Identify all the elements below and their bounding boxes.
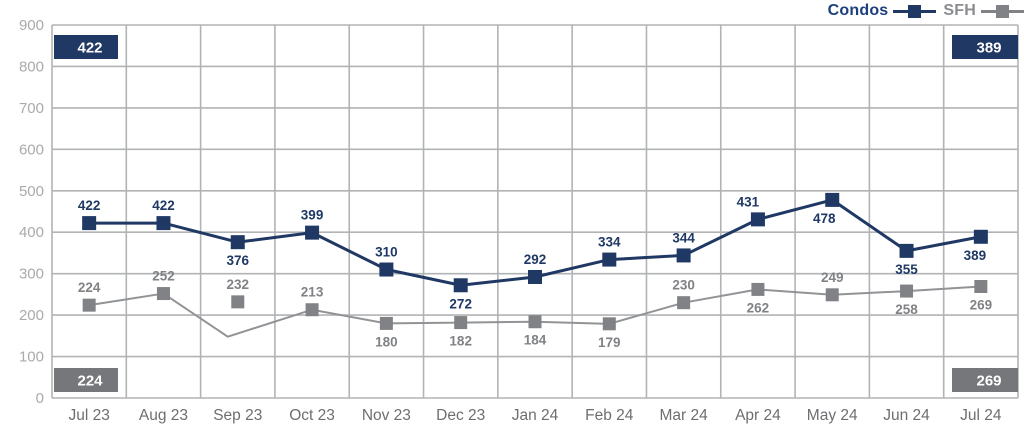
x-axis-tick-label: Oct 23: [289, 407, 335, 424]
data-point-label-sfh: 213: [301, 285, 324, 300]
data-point-marker-sfh: [231, 295, 245, 309]
data-point-label-condos: 292: [524, 252, 547, 267]
x-axis-tick-label: Sep 23: [213, 407, 262, 424]
data-point-marker-sfh: [379, 316, 393, 330]
data-point-label-condos: 431: [737, 194, 760, 209]
data-point-label-sfh: 258: [895, 302, 918, 317]
legend-condos-line-left: [893, 9, 909, 13]
data-point-marker-condos: [82, 216, 97, 231]
badge-top-right-value: 389: [976, 40, 1001, 57]
data-point-label-sfh: 180: [375, 334, 398, 349]
data-point-marker-condos: [973, 229, 988, 244]
data-point-marker-sfh: [82, 298, 96, 312]
legend-condos-square-marker-icon: [908, 4, 922, 18]
x-axis-tick-label: Nov 23: [362, 407, 411, 424]
data-point-label-condos: 272: [449, 296, 472, 311]
data-point-label-sfh: 252: [152, 269, 175, 284]
y-axis-tick-label: 600: [19, 141, 44, 158]
badge-bottom-left: [54, 368, 118, 392]
data-point-label-sfh: 269: [970, 298, 993, 313]
data-point-label-condos: 422: [152, 198, 175, 213]
y-axis-tick-label: 100: [19, 349, 44, 366]
series-line-sfh: [88, 285, 981, 338]
data-point-marker-condos: [379, 262, 394, 277]
y-axis-tick-label: 800: [19, 58, 44, 75]
data-point-label-sfh: 184: [524, 333, 547, 348]
legend-condos-line-right: [921, 9, 937, 13]
x-axis-tick-label: Feb 24: [585, 407, 634, 424]
legend-condos-label: Condos: [827, 2, 889, 19]
x-axis-tick-label: Jun 24: [883, 407, 930, 424]
badge-bottom-right-value: 269: [976, 373, 1001, 390]
badge-bottom-left-value: 224: [77, 373, 103, 390]
badge-top-left: [54, 35, 118, 59]
legend-sfh-line-left: [981, 9, 996, 13]
data-point-marker-sfh: [751, 282, 765, 296]
legend-item-condos[interactable]: Condos: [828, 2, 937, 20]
data-point-label-sfh: 262: [747, 300, 770, 315]
data-point-marker-sfh: [974, 280, 988, 294]
data-point-label-condos: 422: [78, 198, 101, 213]
x-axis-tick-label: Mar 24: [659, 407, 708, 424]
data-point-marker-condos: [899, 243, 914, 258]
data-point-label-condos: 376: [227, 253, 250, 268]
data-point-label-condos: 334: [598, 235, 621, 250]
data-point-marker-condos: [156, 216, 171, 231]
data-point-label-sfh: 182: [449, 334, 472, 349]
data-point-marker-condos: [825, 192, 840, 207]
data-point-label-condos: 389: [964, 248, 987, 263]
data-point-marker-condos: [528, 269, 542, 284]
x-axis-tick-label: Jul 23: [68, 407, 109, 424]
data-point-label-condos: 399: [301, 208, 324, 223]
data-point-marker-sfh: [305, 303, 319, 317]
data-point-marker-condos: [305, 225, 320, 240]
data-point-label-condos: 478: [813, 211, 836, 226]
data-point-label-sfh: 179: [598, 335, 621, 350]
data-point-marker-sfh: [602, 317, 616, 331]
data-point-label-sfh: 230: [672, 278, 695, 293]
legend-sfh-square-marker-icon: [996, 4, 1009, 18]
x-axis-tick-label: May 24: [807, 407, 858, 424]
data-point-marker-sfh: [900, 284, 914, 298]
badge-top-left-value: 422: [77, 40, 102, 57]
data-point-label-condos: 344: [672, 230, 695, 245]
y-axis-tick-label: 200: [19, 307, 44, 324]
data-point-marker-sfh: [677, 296, 691, 310]
x-axis-tick-label: Aug 23: [139, 407, 188, 424]
y-axis-tick-label: 500: [19, 183, 44, 200]
y-axis-tick-label: 300: [19, 266, 44, 283]
chart-legend: Condos SFH: [828, 2, 1024, 20]
x-axis-tick-label: Jul 24: [960, 407, 1002, 424]
data-point-marker-condos: [602, 252, 617, 267]
data-point-label-condos: 355: [895, 262, 918, 277]
data-point-label-sfh: 249: [821, 270, 844, 285]
legend-sfh-label: SFH: [943, 2, 976, 19]
data-point-marker-sfh: [528, 315, 542, 329]
badge-bottom-right: [952, 368, 1018, 392]
legend-sfh-line-right: [1009, 9, 1024, 13]
y-axis-tick-label: 0: [36, 390, 44, 407]
data-point-marker-sfh: [825, 288, 839, 302]
y-axis-tick-label: 900: [19, 17, 44, 34]
data-point-marker-sfh: [156, 287, 170, 301]
data-point-marker-condos: [750, 212, 765, 227]
data-point-marker-sfh: [454, 316, 468, 330]
x-axis-tick-label: Apr 24: [735, 407, 781, 424]
data-point-label-sfh: 224: [78, 280, 101, 295]
y-axis-tick-label: 400: [19, 224, 44, 241]
data-point-marker-condos: [453, 278, 468, 293]
x-axis-tick-label: Dec 23: [436, 407, 485, 424]
y-axis-tick-label: 700: [19, 100, 44, 117]
legend-item-sfh[interactable]: SFH: [943, 2, 1024, 20]
data-point-label-sfh: 232: [227, 277, 250, 292]
x-axis-tick-label: Jan 24: [512, 407, 559, 424]
data-point-label-condos: 310: [375, 245, 398, 260]
badge-top-right: [952, 35, 1018, 59]
data-point-marker-condos: [230, 235, 245, 250]
data-point-marker-condos: [676, 248, 691, 263]
